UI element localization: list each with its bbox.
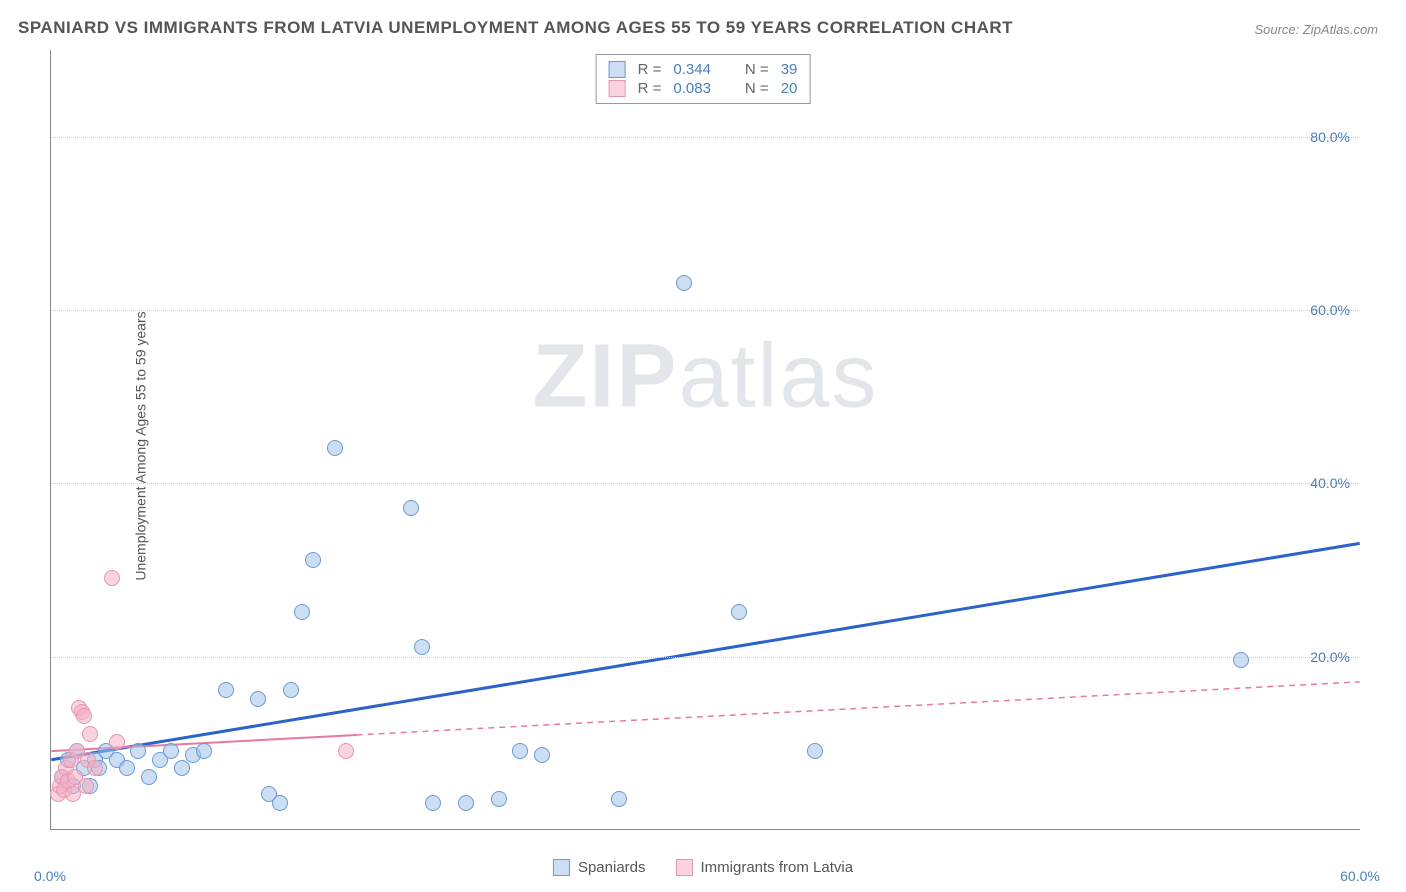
- data-point: [218, 682, 234, 698]
- data-point: [807, 743, 823, 759]
- trend-lines-svg: [51, 50, 1360, 829]
- bottom-legend: Spaniards Immigrants from Latvia: [553, 859, 853, 876]
- data-point: [458, 795, 474, 811]
- gridline: [51, 483, 1360, 484]
- stats-row-spaniards: R = 0.344 N = 39: [609, 60, 798, 79]
- data-point: [491, 791, 507, 807]
- data-point: [272, 795, 288, 811]
- n-label: N =: [745, 80, 769, 97]
- data-point: [338, 743, 354, 759]
- legend-swatch-latvia: [676, 859, 693, 876]
- x-tick-label: 0.0%: [34, 868, 66, 884]
- data-point: [174, 760, 190, 776]
- x-tick-label: 60.0%: [1340, 868, 1380, 884]
- data-point: [250, 691, 266, 707]
- stats-row-latvia: R = 0.083 N = 20: [609, 79, 798, 98]
- legend-swatch-spaniards: [553, 859, 570, 876]
- data-point: [512, 743, 528, 759]
- data-point: [78, 778, 94, 794]
- bottom-legend-spaniards: Spaniards: [553, 859, 646, 876]
- y-tick-label: 60.0%: [1310, 302, 1350, 318]
- data-point: [1233, 652, 1249, 668]
- data-point: [109, 734, 125, 750]
- data-point: [425, 795, 441, 811]
- data-point: [414, 639, 430, 655]
- watermark: ZIPatlas: [532, 326, 878, 429]
- data-point: [534, 747, 550, 763]
- source-attribution: Source: ZipAtlas.com: [1254, 22, 1378, 37]
- legend-label-latvia: Immigrants from Latvia: [701, 859, 854, 876]
- data-point: [119, 760, 135, 776]
- gridline: [51, 657, 1360, 658]
- r-value-latvia: 0.083: [673, 80, 711, 97]
- plot-area: ZIPatlas 20.0% 40.0% 60.0% 80.0%: [50, 50, 1360, 830]
- r-label: R =: [638, 80, 662, 97]
- y-tick-label: 20.0%: [1310, 649, 1350, 665]
- legend-label-spaniards: Spaniards: [578, 859, 646, 876]
- data-point: [82, 726, 98, 742]
- data-point: [611, 791, 627, 807]
- watermark-bold: ZIP: [532, 327, 678, 427]
- chart-container: SPANIARD VS IMMIGRANTS FROM LATVIA UNEMP…: [0, 0, 1406, 892]
- r-value-spaniards: 0.344: [673, 61, 711, 78]
- data-point: [403, 500, 419, 516]
- r-label: R =: [638, 61, 662, 78]
- chart-title: SPANIARD VS IMMIGRANTS FROM LATVIA UNEMP…: [18, 18, 1013, 38]
- legend-swatch-spaniards: [609, 61, 626, 78]
- bottom-legend-latvia: Immigrants from Latvia: [676, 859, 854, 876]
- n-label: N =: [745, 61, 769, 78]
- data-point: [196, 743, 212, 759]
- data-point: [327, 440, 343, 456]
- data-point: [76, 708, 92, 724]
- watermark-rest: atlas: [678, 327, 878, 427]
- y-tick-label: 80.0%: [1310, 129, 1350, 145]
- y-tick-label: 40.0%: [1310, 475, 1350, 491]
- data-point: [283, 682, 299, 698]
- gridline: [51, 137, 1360, 138]
- data-point: [163, 743, 179, 759]
- data-point: [676, 275, 692, 291]
- stats-legend-box: R = 0.344 N = 39 R = 0.083 N = 20: [596, 54, 811, 104]
- data-point: [294, 604, 310, 620]
- gridline: [51, 310, 1360, 311]
- data-point: [87, 760, 103, 776]
- n-value-spaniards: 39: [781, 61, 798, 78]
- data-point: [305, 552, 321, 568]
- data-point: [130, 743, 146, 759]
- data-point: [731, 604, 747, 620]
- n-value-latvia: 20: [781, 80, 798, 97]
- data-point: [104, 570, 120, 586]
- data-point: [141, 769, 157, 785]
- legend-swatch-latvia: [609, 80, 626, 97]
